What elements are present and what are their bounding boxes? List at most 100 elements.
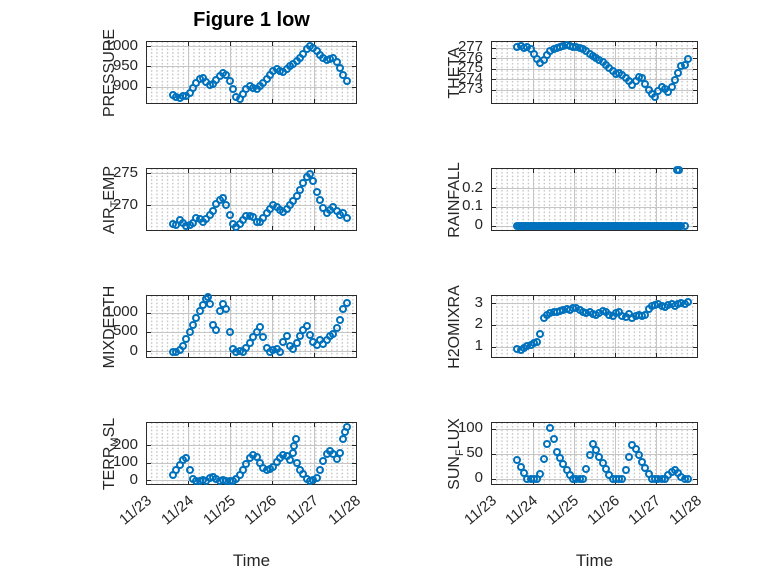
axis-tick	[532, 423, 534, 427]
axis-tick	[614, 99, 616, 103]
axis-tick	[352, 480, 356, 481]
major-gridline-x	[614, 296, 616, 357]
axis-tick	[693, 346, 697, 348]
y-tick-label: 0	[129, 470, 138, 488]
axis-tick	[573, 169, 575, 173]
data-point-marker	[339, 434, 348, 443]
subplot-terr-msl: TERRMSL 11/23 11/24 11/25 11/26 11/27 11/28 0 1…	[101, 417, 364, 528]
axis-tick	[352, 46, 356, 47]
data-point-marker	[225, 76, 234, 85]
axis-tick	[693, 478, 697, 480]
data-point-marker	[302, 321, 311, 330]
data-point-marker	[192, 313, 201, 322]
axis-tick	[188, 423, 190, 427]
figure-title: Figure 1 low	[193, 9, 310, 31]
data-point-marker	[225, 211, 234, 220]
y-tick-label: 277	[457, 38, 483, 56]
axis-tick	[573, 353, 575, 357]
data-point-marker	[621, 466, 630, 474]
axis-tick	[655, 296, 657, 300]
major-gridline-x	[271, 423, 273, 484]
subplot-air-temp: AIRTEMP 270 275	[101, 164, 357, 234]
axis-tick	[693, 68, 697, 70]
axis-tick	[271, 296, 273, 300]
plot-area-rainfall	[491, 165, 698, 231]
data-point-marker	[212, 326, 221, 335]
axis-tick	[313, 99, 315, 103]
axis-tick	[271, 423, 273, 427]
axis-tick	[352, 445, 356, 447]
major-gridline-y	[492, 453, 697, 455]
data-point-marker	[670, 75, 679, 84]
data-point-marker	[542, 440, 551, 448]
data-point-marker	[279, 338, 288, 347]
y-tick-label: 1000	[104, 303, 138, 321]
subplot-theta: THETA 273 274 275 276 277	[446, 39, 698, 104]
major-gridline-x	[188, 296, 190, 357]
major-gridline-y	[492, 428, 697, 430]
major-gridline-y	[492, 188, 697, 190]
data-point-marker	[182, 334, 191, 343]
y-tick-label: 275	[112, 163, 138, 181]
axis-tick	[147, 480, 151, 481]
data-point-marker	[312, 187, 321, 196]
axis-tick	[532, 169, 534, 173]
axis-tick	[188, 99, 190, 103]
axis-tick	[352, 86, 356, 88]
major-gridline-y	[147, 462, 356, 464]
data-point-marker	[533, 337, 542, 346]
plot-area-h2omixra	[491, 295, 698, 358]
axis-tick	[492, 89, 496, 91]
y-tick-label: 2	[474, 315, 483, 333]
plot-area-pressure	[146, 41, 357, 104]
major-gridline-x	[313, 296, 315, 357]
major-gridline-y	[492, 89, 697, 91]
major-gridline-x	[655, 169, 657, 230]
major-gridline-x	[230, 296, 232, 357]
major-gridline-y	[492, 303, 697, 305]
y-tick-label: 100	[457, 419, 483, 436]
y-tick-label: 0.1	[462, 197, 483, 215]
major-gridline-x	[532, 169, 534, 230]
axis-tick	[271, 99, 273, 103]
axis-tick	[492, 453, 496, 455]
axis-tick	[655, 169, 657, 173]
axis-tick	[614, 42, 616, 46]
data-point-marker	[624, 452, 633, 461]
axis-tick	[230, 169, 232, 173]
axis-tick	[693, 225, 697, 227]
axis-tick	[147, 173, 151, 175]
data-point-marker	[209, 206, 218, 215]
major-gridline-x	[313, 42, 315, 103]
axis-tick	[693, 453, 697, 455]
major-gridline-y	[492, 47, 697, 49]
y-tick-label: 900	[112, 77, 138, 95]
subplot-rainfall: RAINFALL 0 0.1 0.2	[446, 162, 698, 237]
axis-tick	[352, 173, 356, 175]
data-point-marker	[289, 345, 298, 354]
axis-tick	[573, 423, 575, 427]
axis-tick	[271, 42, 273, 46]
axis-tick	[147, 66, 151, 68]
y-tick-label: 1	[474, 337, 483, 355]
y-axis-label-text: SL	[100, 417, 118, 437]
axis-tick	[693, 188, 697, 190]
major-gridline-y	[492, 324, 697, 326]
data-point-marker	[282, 332, 291, 341]
axis-tick	[352, 205, 356, 207]
data-point-marker	[618, 475, 627, 483]
data-point-marker	[582, 465, 591, 473]
axis-tick	[693, 303, 697, 305]
data-point-marker	[222, 200, 231, 209]
major-gridline-x	[573, 169, 575, 230]
axis-tick	[352, 66, 356, 68]
data-point-marker	[292, 339, 301, 348]
axis-tick	[230, 99, 232, 103]
y-tick-label: 200	[112, 435, 138, 453]
major-gridline-y	[147, 173, 356, 175]
axis-tick	[271, 169, 273, 173]
data-point-marker	[289, 448, 298, 457]
axis-tick	[693, 79, 697, 81]
plot-area-terr-msl	[146, 422, 357, 485]
data-point-marker	[683, 297, 692, 306]
